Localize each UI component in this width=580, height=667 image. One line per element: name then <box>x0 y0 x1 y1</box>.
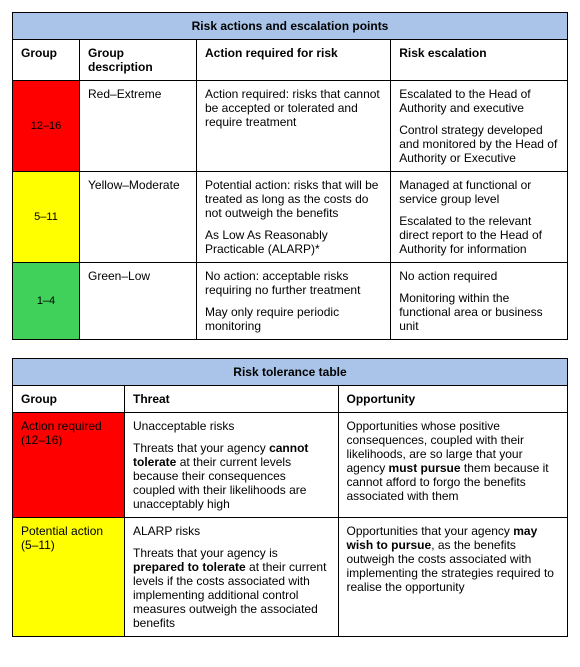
cell-line: Potential action <box>21 524 116 538</box>
threat-cell: Unacceptable risksThreats that your agen… <box>125 413 339 518</box>
cell-paragraph: Action required: risks that cannot be ac… <box>205 87 382 129</box>
table2-header-0: Group <box>13 386 125 413</box>
cell-paragraph: Potential action: risks that will be tre… <box>205 178 382 220</box>
action-required-cell: Potential action: risks that will be tre… <box>197 172 391 263</box>
risk-escalation-cell: Managed at functional or service group l… <box>391 172 568 263</box>
group-description-cell: Red–Extreme <box>80 81 197 172</box>
table2-title: Risk tolerance table <box>13 359 568 386</box>
group-label-cell: Potential action(5–11) <box>13 518 125 637</box>
table1-header-0: Group <box>13 40 80 81</box>
table1-title: Risk actions and escalation points <box>13 13 568 40</box>
table1-header-2: Action required for risk <box>197 40 391 81</box>
cell-paragraph: Managed at functional or service group l… <box>399 178 559 206</box>
cell-paragraph: No action: acceptable risks requiring no… <box>205 269 382 297</box>
group-description-cell: Green–Low <box>80 263 197 340</box>
table1-header-1: Group description <box>80 40 197 81</box>
table-row: 1–4Green–Low No action: acceptable risks … <box>13 263 568 340</box>
group-range-cell: 1–4 <box>13 263 80 340</box>
cell-paragraph: No action required <box>399 269 559 283</box>
cell-line: (12–16) <box>21 433 116 447</box>
table1-header-3: Risk escalation <box>391 40 568 81</box>
risk-tolerance-table: Risk tolerance table Group Threat Opport… <box>12 358 568 637</box>
cell-paragraph: May only require periodic monitoring <box>205 305 382 333</box>
cell-line: (5–11) <box>21 538 116 552</box>
table-row: Potential action(5–11)ALARP risksThreats… <box>13 518 568 637</box>
risk-escalation-cell: Escalated to the Head of Authority and e… <box>391 81 568 172</box>
risk-escalation-cell: No action required Monitoring within the … <box>391 263 568 340</box>
table2-header-row: Group Threat Opportunity <box>13 386 568 413</box>
opportunity-cell: Opportunities that your agency may wish … <box>338 518 568 637</box>
table2-header-1: Threat <box>125 386 339 413</box>
action-required-cell: No action: acceptable risks requiring no… <box>197 263 391 340</box>
table1-header-row: Group Group description Action required … <box>13 40 568 81</box>
table-row: 12–16Red–ExtremeAction required: risks t… <box>13 81 568 172</box>
cell-paragraph: Escalated to the relevant direct report … <box>399 214 559 256</box>
group-description-cell: Yellow–Moderate <box>80 172 197 263</box>
cell-paragraph: As Low As Reasonably Practicable (ALARP)… <box>205 228 382 256</box>
cell-paragraph: Monitoring within the functional area or… <box>399 291 559 333</box>
cell-paragraph: Control strategy developed and monitored… <box>399 123 559 165</box>
group-label-cell: Action required(12–16) <box>13 413 125 518</box>
group-range-cell: 5–11 <box>13 172 80 263</box>
cell-paragraph: Escalated to the Head of Authority and e… <box>399 87 559 115</box>
action-required-cell: Action required: risks that cannot be ac… <box>197 81 391 172</box>
threat-cell: ALARP risksThreats that your agency is p… <box>125 518 339 637</box>
table-row: Action required(12–16)Unacceptable risks… <box>13 413 568 518</box>
table-row: 5–11Yellow–ModeratePotential action: ris… <box>13 172 568 263</box>
table2-header-2: Opportunity <box>338 386 568 413</box>
group-range-cell: 12–16 <box>13 81 80 172</box>
opportunity-cell: Opportunities whose positive consequence… <box>338 413 568 518</box>
cell-line: Action required <box>21 419 116 433</box>
risk-actions-table: Risk actions and escalation points Group… <box>12 12 568 340</box>
